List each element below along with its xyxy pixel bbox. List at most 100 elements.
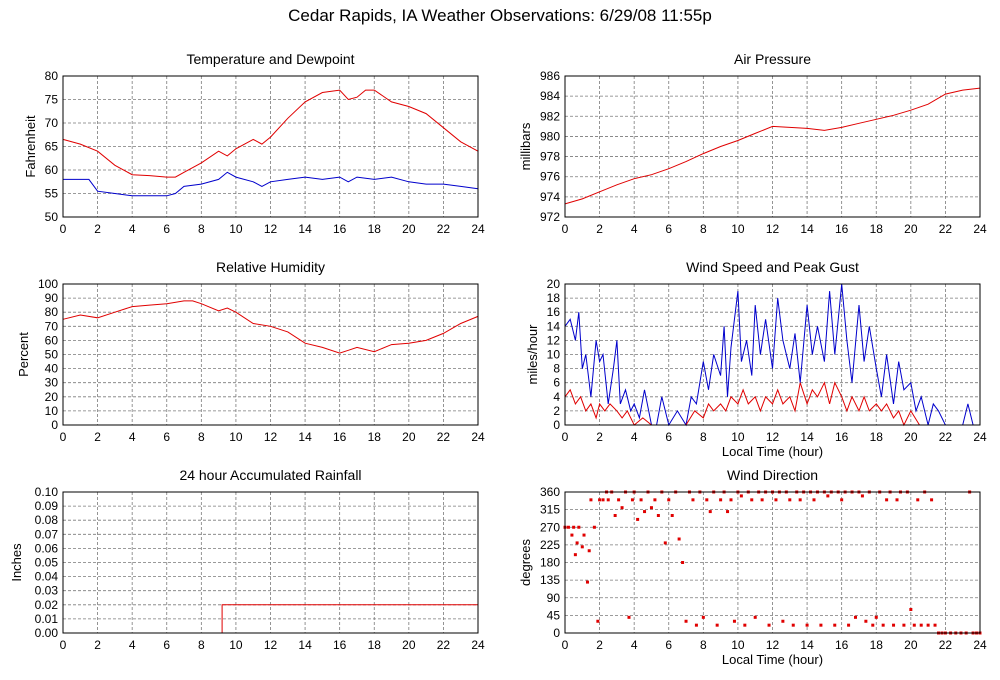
- wind_direction-y-tick-label: 0: [553, 626, 560, 640]
- wind_direction-x-axis-label: Local Time (hour): [722, 652, 823, 667]
- temperature-series-0-line: [62, 89, 479, 178]
- wind_direction-point: [643, 510, 647, 514]
- wind_direction-x-tick-label: 4: [631, 638, 638, 652]
- rainfall-x-tick-label: 2: [94, 638, 101, 652]
- wind_direction-x-tick-label: 6: [665, 638, 672, 652]
- pressure-x-tick-label: 14: [800, 222, 814, 236]
- rainfall-x-tick-label: 10: [229, 638, 243, 652]
- wind_direction-x-tick-label: 12: [766, 638, 780, 652]
- humidity-x-tick-label: 22: [437, 430, 451, 444]
- humidity-x-tick-label: 2: [94, 430, 101, 444]
- wind_direction-point: [627, 615, 631, 619]
- wind_direction-point: [596, 619, 600, 623]
- temperature-x-tick-label: 8: [198, 222, 205, 236]
- temperature-x-tick-label: 24: [471, 222, 485, 236]
- pressure-y-tick-label: 986: [540, 69, 560, 83]
- wind_direction-y-tick-label: 45: [547, 608, 561, 622]
- wind_speed-x-tick-label: 6: [665, 430, 672, 444]
- wind_direction-point: [705, 498, 709, 502]
- wind_speed-plot-frame: [564, 283, 981, 426]
- humidity-x-tick-label: 0: [60, 430, 67, 444]
- wind_direction-point: [840, 498, 844, 502]
- wind_speed-x-tick-label: 16: [835, 430, 849, 444]
- wind_direction-x-tick-label: 10: [731, 638, 745, 652]
- rainfall-y-tick-label: 0.07: [35, 527, 59, 541]
- wind_direction-y-tick-label: 180: [540, 556, 560, 570]
- pressure-x-tick-label: 6: [665, 222, 672, 236]
- wind_direction-x-tick-label: 22: [939, 638, 953, 652]
- temperature-x-tick-label: 12: [264, 222, 278, 236]
- wind_direction-point: [892, 623, 896, 627]
- rainfall-y-tick-label: 0.00: [35, 626, 59, 640]
- wind_direction-point: [582, 533, 586, 537]
- humidity-y-tick-label: 20: [45, 390, 59, 404]
- wind_direction-point: [691, 498, 695, 502]
- wind_speed-series-1-line: [564, 381, 980, 427]
- wind_direction-title: Wind Direction: [727, 467, 818, 483]
- humidity-series-0-line: [62, 300, 479, 354]
- wind_direction-point: [589, 498, 593, 502]
- wind_speed-x-tick-label: 8: [700, 430, 707, 444]
- wind_direction-point: [653, 498, 657, 502]
- wind_direction-point: [649, 506, 653, 510]
- wind_direction-point: [847, 623, 851, 627]
- temperature-y-tick-label: 80: [45, 69, 59, 83]
- pressure-y-axis-label: millibars: [518, 122, 533, 170]
- rainfall-x-tick-label: 8: [198, 638, 205, 652]
- wind_direction-point: [791, 623, 795, 627]
- pressure-x-tick-label: 0: [562, 222, 569, 236]
- wind_direction-x-tick-label: 24: [973, 638, 987, 652]
- humidity-y-tick-label: 70: [45, 319, 59, 333]
- wind_direction-point: [630, 498, 634, 502]
- wind_speed-x-tick-label: 10: [731, 430, 745, 444]
- humidity-x-tick-label: 4: [129, 430, 136, 444]
- wind_speed-y-tick-label: 6: [553, 376, 560, 390]
- rainfall-x-tick-label: 22: [437, 638, 451, 652]
- rainfall-plot-frame: [62, 491, 479, 634]
- wind_speed-y-tick-label: 4: [553, 390, 560, 404]
- rainfall-x-tick-label: 14: [298, 638, 312, 652]
- wind_direction-point: [885, 498, 889, 502]
- temperature-y-tick-label: 50: [45, 210, 59, 224]
- wind_direction-point: [826, 494, 830, 498]
- pressure-y-tick-label: 978: [540, 150, 560, 164]
- wind_direction-point: [781, 619, 785, 623]
- wind_direction-point: [667, 498, 671, 502]
- wind_direction-point: [587, 549, 591, 553]
- temperature-y-axis-label: Fahrenheit: [23, 115, 38, 178]
- pressure-series-0-line: [564, 87, 981, 205]
- pressure-x-tick-label: 2: [596, 222, 603, 236]
- pressure-x-tick-label: 12: [766, 222, 780, 236]
- wind_direction-point: [760, 498, 764, 502]
- wind_direction-point: [812, 498, 816, 502]
- wind_direction-point: [592, 525, 596, 529]
- humidity-x-tick-label: 24: [471, 430, 485, 444]
- rainfall-x-tick-label: 18: [368, 638, 382, 652]
- temperature-y-tick-label: 70: [45, 116, 59, 130]
- temperature-title: Temperature and Dewpoint: [186, 51, 354, 67]
- wind_speed-x-axis-label: Local Time (hour): [722, 444, 823, 459]
- temperature-x-tick-label: 10: [229, 222, 243, 236]
- rainfall-x-tick-label: 12: [264, 638, 278, 652]
- wind_direction-point: [933, 623, 937, 627]
- wind_direction-point: [681, 561, 685, 564]
- wind_direction-point: [684, 619, 688, 623]
- rainfall-y-tick-label: 0.04: [35, 570, 59, 584]
- wind_direction-y-tick-label: 225: [540, 538, 560, 552]
- wind_direction-point: [575, 541, 579, 545]
- pressure-x-tick-label: 20: [904, 222, 918, 236]
- temperature-plot-frame: [62, 75, 479, 218]
- wind_direction-point: [871, 623, 875, 627]
- wind_direction-point: [753, 615, 757, 619]
- temperature-x-tick-label: 6: [163, 222, 170, 236]
- wind_direction-x-tick-label: 20: [904, 638, 918, 652]
- rainfall-x-tick-label: 20: [402, 638, 416, 652]
- pressure-y-tick-label: 976: [540, 170, 560, 184]
- wind_direction-point: [715, 623, 719, 627]
- wind_direction-point: [874, 615, 878, 619]
- pressure-y-tick-label: 972: [540, 210, 560, 224]
